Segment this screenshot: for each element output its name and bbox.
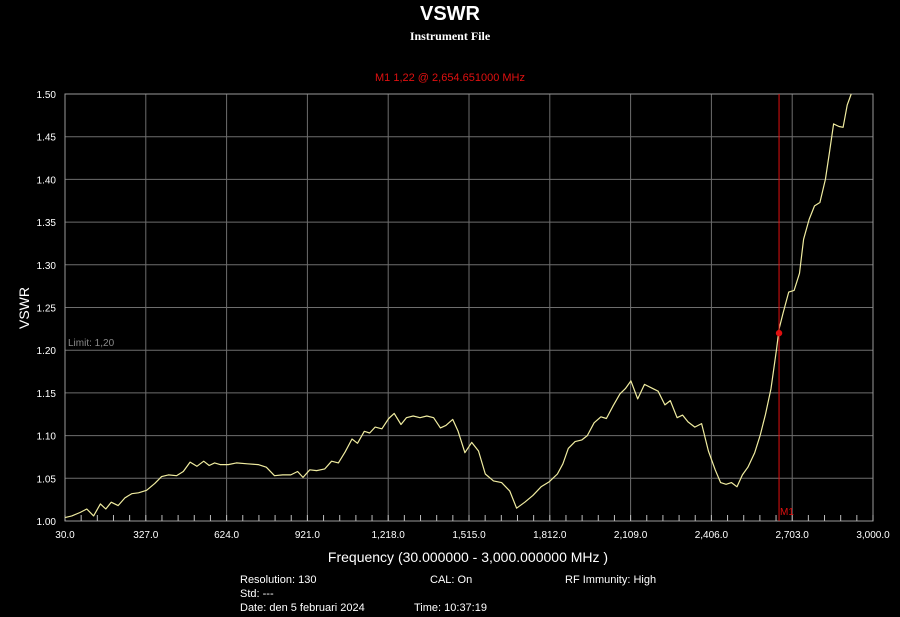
y-tick-label: 1.15: [37, 389, 57, 400]
time-info: Time: 10:37:19: [414, 602, 487, 614]
x-tick-label: 1,515.0: [452, 530, 486, 541]
std-info: Std: ---: [240, 588, 274, 600]
rf-immunity-info: RF Immunity: High: [565, 574, 657, 586]
chart-title: VSWR: [420, 3, 481, 25]
x-tick-label: 3,000.0: [856, 530, 890, 541]
x-tick-label: 921.0: [295, 530, 320, 541]
y-tick-label: 1.05: [37, 474, 57, 485]
y-tick-label: 1.50: [37, 90, 57, 101]
y-tick-label: 1.35: [37, 218, 57, 229]
y-tick-label: 1.40: [37, 175, 57, 186]
y-tick-label: 1.00: [37, 517, 57, 528]
x-axis-label: Frequency (30.000000 - 3,000.000000 MHz …: [328, 549, 608, 565]
date-info: Date: den 5 februari 2024: [240, 602, 365, 614]
resolution-info: Resolution: 130: [240, 574, 317, 586]
y-tick-label: 1.45: [37, 133, 57, 144]
x-tick-label: 2,703.0: [776, 530, 810, 541]
plot-area: 30.0 327.0 624.0 921.0 1,218.0 1,515.0 1,812.0…: [37, 90, 891, 541]
vswr-trace: [64, 93, 852, 519]
y-tick-label: 1.20: [37, 346, 57, 357]
y-tick-label: 1.30: [37, 261, 57, 272]
y-tick-label: 1.25: [37, 304, 57, 315]
x-tick-label: 2,406.0: [695, 530, 729, 541]
chart-subtitle: Instrument File: [410, 29, 491, 43]
x-tick-label: 1,812.0: [533, 530, 567, 541]
x-tick-label: 1,218.0: [372, 530, 406, 541]
x-tick-label: 327.0: [133, 530, 158, 541]
marker-label: M1: [780, 507, 794, 518]
marker-point: [775, 329, 783, 337]
cal-info: CAL: On: [430, 574, 473, 586]
marker-readout: M1 1,22 @ 2,654.651000 MHz: [375, 72, 525, 84]
limit-label: Limit: 1,20: [68, 338, 115, 349]
x-tick-label: 2,109.0: [614, 530, 648, 541]
x-tick-label: 30.0: [55, 530, 75, 541]
y-tick-label: 1.10: [37, 432, 57, 443]
x-tick-label: 624.0: [214, 530, 239, 541]
y-axis-label: VSWR: [16, 287, 32, 329]
